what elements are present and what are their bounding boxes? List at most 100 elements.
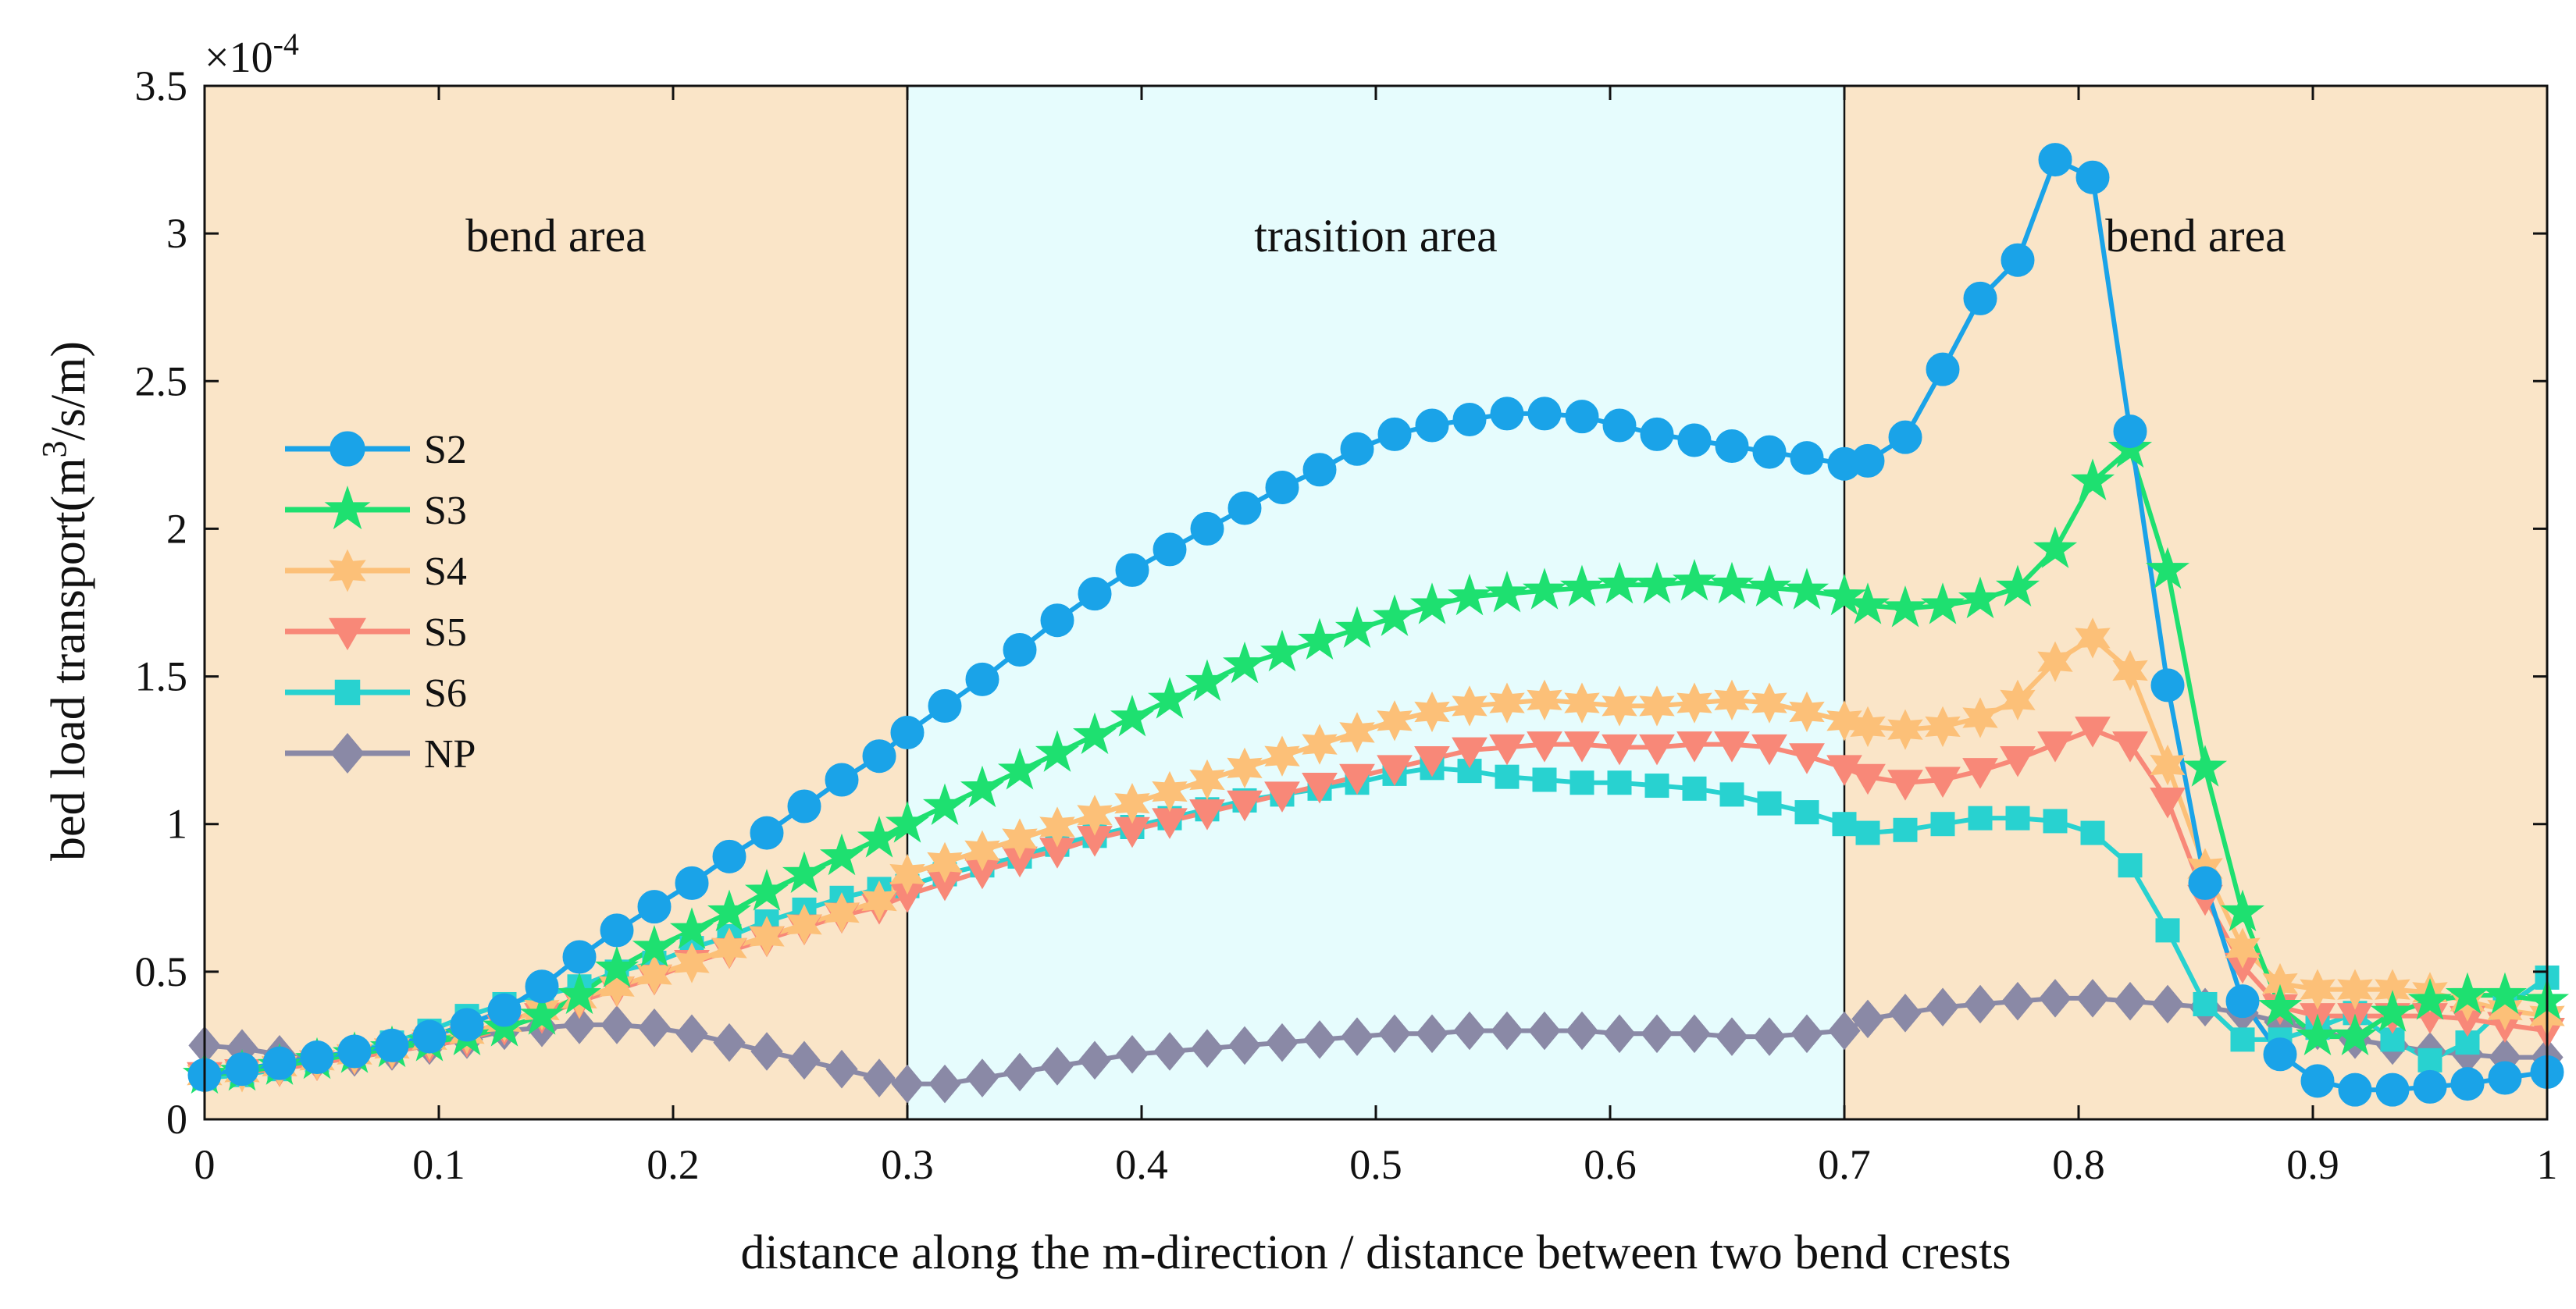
point-np-34 — [1453, 1011, 1486, 1051]
point-s3-62 — [2482, 972, 2528, 1015]
x-tick-label-2: 0.2 — [647, 1141, 700, 1188]
point-np-21 — [966, 1058, 999, 1097]
legend-label-s2: S2 — [424, 428, 467, 472]
point-s6-38 — [1607, 770, 1632, 795]
point-s3-37 — [1559, 564, 1605, 606]
point-s5-39 — [1639, 734, 1675, 766]
point-np-27 — [1191, 1029, 1224, 1068]
point-s2-9 — [525, 969, 559, 1004]
y-axis-title-sup: 3 — [35, 440, 73, 457]
point-s5-45 — [1850, 763, 1886, 795]
point-s2-62 — [2488, 1061, 2522, 1095]
point-s3-31 — [1334, 606, 1380, 648]
point-s2-27 — [1190, 511, 1224, 546]
point-np-20 — [928, 1064, 961, 1104]
point-s5-41 — [1714, 731, 1750, 763]
point-s2-25 — [1115, 553, 1149, 587]
point-s3-40 — [1672, 558, 1717, 601]
point-s2-52 — [2113, 414, 2147, 449]
y-tick-label-7: 3.5 — [135, 62, 188, 109]
region-backgrounds — [205, 86, 2547, 1119]
point-s3-32 — [1372, 594, 1417, 636]
point-s2-59 — [2375, 1072, 2410, 1107]
point-s6-52 — [2118, 853, 2143, 878]
point-s4-23 — [1039, 806, 1075, 848]
point-s3-49 — [1995, 564, 2040, 606]
point-s4-47 — [1925, 706, 1961, 748]
point-s2-43 — [1790, 441, 1824, 475]
x-tick-label-5: 0.5 — [1349, 1141, 1402, 1188]
point-s4-62 — [2487, 989, 2523, 1031]
point-s4-26 — [1152, 770, 1188, 813]
region-labels: bend area trasition area bend area — [465, 210, 2286, 261]
point-s2-4 — [337, 1034, 372, 1069]
series-line-s5 — [204, 727, 2548, 1078]
point-s2-29 — [1265, 470, 1299, 504]
point-s6-36 — [1532, 767, 1557, 792]
point-s4-48 — [1962, 697, 1998, 738]
x-tick-label-9: 0.9 — [2286, 1141, 2339, 1188]
point-np-46 — [1889, 994, 1922, 1033]
y-tick-label-0: 0 — [166, 1096, 187, 1143]
point-s4-24 — [1077, 795, 1113, 836]
point-s5-40 — [1676, 731, 1712, 763]
point-s4-18 — [861, 880, 897, 922]
point-np-35 — [1491, 1011, 1523, 1051]
legend-label-np: NP — [424, 732, 476, 777]
point-s4-21 — [964, 830, 1000, 871]
point-s4-12 — [636, 954, 672, 995]
point-s3-36 — [1522, 567, 1567, 610]
point-s3-21 — [960, 765, 1005, 808]
point-np-28 — [1228, 1026, 1261, 1065]
y-tick-label-4: 2 — [166, 505, 187, 552]
point-np-10 — [563, 1005, 596, 1044]
point-s6-49 — [2005, 806, 2030, 831]
x-tick-label-4: 0.4 — [1115, 1141, 1168, 1188]
point-s3-42 — [1747, 564, 1792, 606]
point-s3-26 — [1147, 677, 1192, 719]
point-s3-22 — [997, 748, 1042, 790]
point-s2-46 — [1888, 420, 1922, 454]
point-s5-51 — [2075, 717, 2111, 748]
point-s3-60 — [2407, 978, 2453, 1020]
point-s3-10 — [557, 972, 602, 1015]
point-s2-8 — [487, 993, 522, 1027]
point-s6-47 — [1930, 812, 1955, 837]
point-s2-37 — [1565, 400, 1599, 434]
point-np-26 — [1153, 1032, 1186, 1071]
y-axis-ticks: 0 0.5 1 1.5 2 2.5 3 3.5 — [135, 62, 2547, 1143]
y-axis-title-suffix: /s/m) — [42, 341, 95, 440]
point-s6-55 — [2230, 1027, 2255, 1052]
point-s2-13 — [675, 866, 709, 900]
point-s2-10 — [562, 940, 597, 974]
point-np-45 — [1851, 999, 1884, 1039]
point-s6-60 — [2417, 1048, 2442, 1072]
point-s2-47 — [1926, 352, 1960, 386]
point-s2-11 — [600, 913, 634, 948]
point-s3-47 — [1920, 582, 1965, 624]
point-np-11 — [600, 1005, 633, 1044]
point-s4-35 — [1489, 682, 1525, 724]
point-s6-45 — [1855, 820, 1880, 845]
region-label-1: trasition area — [1254, 210, 1498, 261]
point-s4-19 — [889, 853, 925, 895]
point-s3-20 — [922, 783, 967, 825]
point-s3-59 — [2370, 990, 2415, 1032]
series-markers-s2 — [187, 143, 2564, 1107]
point-np-49 — [2001, 981, 2034, 1021]
point-s4-16 — [786, 904, 822, 945]
point-s4-51 — [2075, 617, 2111, 659]
point-s2-24 — [1078, 577, 1112, 611]
point-np-42 — [1753, 1017, 1786, 1056]
y-tick-label-6: 3 — [166, 210, 187, 257]
region-label-0: bend area — [465, 210, 647, 261]
point-s3-46 — [1883, 585, 1928, 628]
point-s5-48 — [1962, 758, 1998, 789]
point-s4-52 — [2112, 649, 2148, 692]
series-line-s4 — [204, 635, 2548, 1078]
point-s2-19 — [890, 715, 925, 749]
point-s4-41 — [1714, 679, 1750, 720]
point-s2-17 — [825, 763, 859, 797]
point-s2-3 — [300, 1040, 334, 1075]
